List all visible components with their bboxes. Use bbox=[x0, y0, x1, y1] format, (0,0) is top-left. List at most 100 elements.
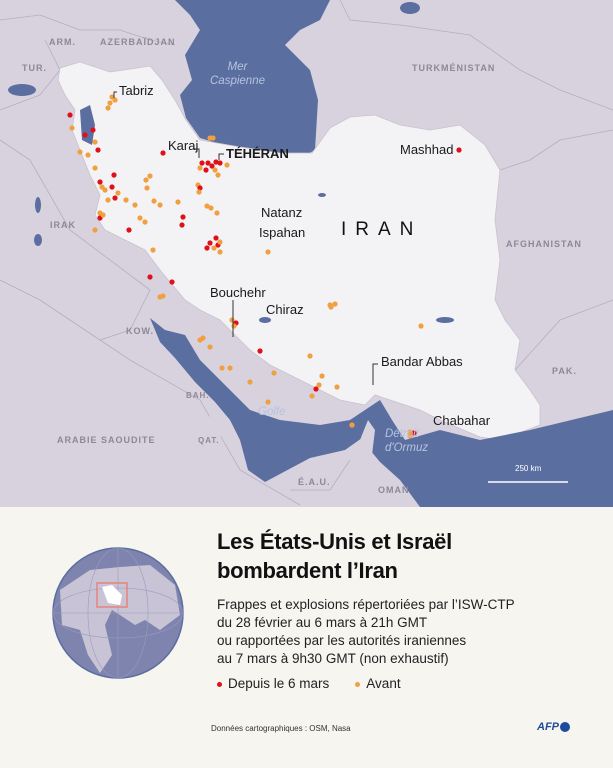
label-tabriz: Tabriz bbox=[119, 83, 154, 98]
label-chabahar: Chabahar bbox=[433, 413, 491, 428]
strike-point-recent bbox=[126, 227, 132, 233]
strike-point-before bbox=[92, 139, 98, 145]
strike-point-before bbox=[77, 149, 83, 155]
label-turkey: TUR. bbox=[22, 63, 47, 73]
strike-point-before bbox=[217, 249, 223, 255]
strike-point-before bbox=[92, 227, 98, 233]
strike-point-recent bbox=[213, 235, 219, 241]
strike-point-before bbox=[144, 185, 150, 191]
strike-point-recent bbox=[97, 179, 103, 185]
strike-point-before bbox=[271, 370, 277, 376]
strike-point-recent bbox=[209, 163, 215, 169]
strike-point-before bbox=[231, 323, 237, 329]
caspian-sea bbox=[175, 0, 330, 158]
strike-point-before bbox=[265, 399, 271, 405]
subtitle-line: Frappes et explosions répertoriées par l… bbox=[217, 597, 515, 612]
strike-point-recent bbox=[147, 274, 153, 280]
strike-point-recent bbox=[199, 160, 205, 166]
label-qatar: QAT. bbox=[198, 436, 220, 445]
strike-point-before bbox=[227, 365, 233, 371]
strike-point-before bbox=[132, 202, 138, 208]
label-golfe: Golfe bbox=[258, 406, 286, 418]
strike-point-before bbox=[143, 177, 149, 183]
label-karaj: Karaj bbox=[168, 138, 199, 153]
orange-dot-icon bbox=[355, 681, 361, 687]
locator-box bbox=[96, 582, 128, 608]
title-line2: bombardent l’Iran bbox=[217, 558, 398, 583]
label-bandar-abbas: Bandar Abbas bbox=[381, 354, 463, 369]
strike-point-before bbox=[105, 105, 111, 111]
strike-point-before bbox=[334, 384, 340, 390]
strike-point-before bbox=[196, 189, 202, 195]
label-pakistan: PAK. bbox=[552, 366, 577, 376]
strike-point-before bbox=[200, 335, 206, 341]
strike-point-recent bbox=[313, 386, 319, 392]
strike-point-before bbox=[100, 212, 106, 218]
strike-point-recent bbox=[90, 127, 96, 133]
label-azerbaijan: AZERBAÏDJAN bbox=[100, 37, 176, 47]
legend-before-label: Avant bbox=[366, 676, 401, 691]
afp-logo: AFP bbox=[537, 721, 570, 733]
strike-point-before bbox=[197, 165, 203, 171]
strike-point-before bbox=[328, 304, 334, 310]
label-bouchehr: Bouchehr bbox=[210, 285, 266, 300]
caspian-line1: Mer bbox=[227, 61, 248, 73]
strike-point-before bbox=[175, 199, 181, 205]
legend: Depuis le 6 mars Avant bbox=[217, 676, 401, 691]
strike-point-before bbox=[309, 393, 315, 399]
label-oman: OMAN bbox=[378, 485, 410, 495]
label-mashhad: Mashhad bbox=[400, 142, 454, 157]
persian-gulf bbox=[150, 318, 613, 507]
strike-point-before bbox=[332, 301, 338, 307]
strike-point-before bbox=[150, 247, 156, 253]
strike-point-recent bbox=[95, 147, 101, 153]
strike-point-recent bbox=[82, 132, 88, 138]
strike-point-before bbox=[219, 365, 225, 371]
strike-point-recent bbox=[179, 222, 185, 228]
strike-point-before bbox=[112, 97, 118, 103]
legend-before: Avant bbox=[355, 676, 401, 691]
label-turkmenistan: TURKMÉNISTAN bbox=[412, 63, 496, 73]
subtitle-line: du 28 février au 6 mars à 21h GMT bbox=[217, 615, 428, 630]
locator-globe bbox=[52, 547, 184, 679]
subtitle-line: ou rapportées par les autorités iranienn… bbox=[217, 633, 467, 648]
strike-point-before bbox=[151, 198, 157, 204]
strike-point-before bbox=[418, 323, 424, 329]
strike-point-recent bbox=[109, 184, 115, 190]
afp-ball-icon bbox=[560, 722, 570, 732]
strike-point-before bbox=[142, 219, 148, 225]
strike-point-before bbox=[208, 205, 214, 211]
strike-point-recent bbox=[112, 195, 118, 201]
strike-point-before bbox=[211, 245, 217, 251]
subtitle-line: au 7 mars à 9h30 GMT (non exhaustif) bbox=[217, 651, 449, 666]
strike-point-before bbox=[107, 100, 113, 106]
strike-point-recent bbox=[169, 279, 175, 285]
strike-point-recent bbox=[180, 214, 186, 220]
strike-point-recent bbox=[111, 172, 117, 178]
caspian-line2: Caspienne bbox=[210, 75, 265, 87]
strike-point-recent bbox=[203, 167, 209, 173]
strike-point-before bbox=[204, 203, 210, 209]
legend-recent: Depuis le 6 mars bbox=[217, 676, 329, 691]
strike-point-before bbox=[265, 249, 271, 255]
label-caspian: Mer Caspienne bbox=[210, 60, 265, 88]
label-iran: IRAN bbox=[341, 219, 423, 240]
strike-point-before bbox=[349, 422, 355, 428]
borders bbox=[0, 0, 613, 506]
iran-strike-map bbox=[0, 0, 613, 507]
ormuz-line2: d'Ormuz bbox=[385, 442, 429, 454]
red-dot-icon bbox=[217, 681, 222, 687]
strike-point-recent bbox=[67, 112, 73, 118]
strike-point-before bbox=[217, 239, 223, 245]
strike-point-before bbox=[307, 353, 313, 359]
strike-point-before bbox=[160, 293, 166, 299]
strike-point-recent bbox=[160, 150, 166, 156]
strike-point-recent bbox=[197, 185, 203, 191]
label-chiraz: Chiraz bbox=[266, 302, 304, 317]
musandam bbox=[360, 420, 375, 455]
legend-recent-label: Depuis le 6 mars bbox=[228, 676, 330, 691]
strike-point-recent bbox=[205, 160, 211, 166]
strike-point-recent bbox=[207, 240, 213, 246]
strike-point-before bbox=[215, 172, 221, 178]
afp-logo-text: AFP bbox=[537, 721, 559, 733]
